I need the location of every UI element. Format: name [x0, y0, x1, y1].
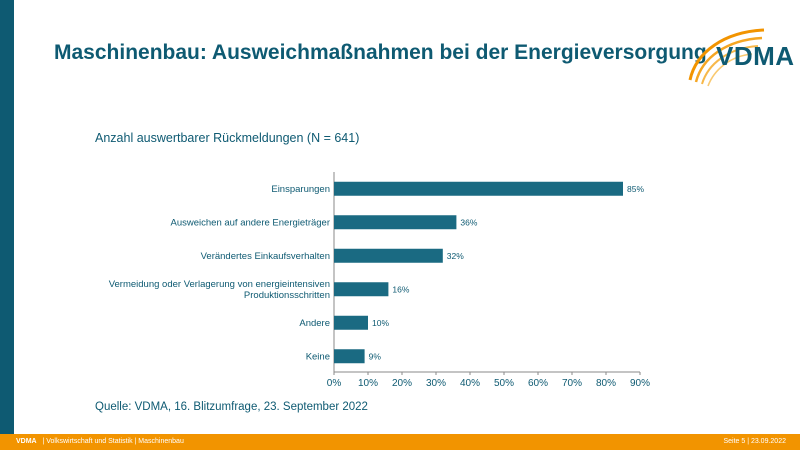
footer-bar: VDMA | Volkswirtschaft und Statistik | M… [0, 434, 800, 450]
category-label-1: Ausweichen auf andere Energieträger [171, 217, 331, 228]
bar-3 [334, 282, 389, 297]
category-label-line: Keine [306, 351, 330, 362]
source-note: Quelle: VDMA, 16. Blitzumfrage, 23. Sept… [95, 401, 368, 413]
footer-left: VDMA | Volkswirtschaft und Statistik | M… [16, 438, 184, 445]
data-label-4: 10% [372, 318, 389, 328]
page-title: Maschinenbau: Ausweichmaßnahmen bei der … [54, 41, 707, 64]
x-tick-label-9: 90% [630, 378, 650, 389]
footer-department: | Volkswirtschaft und Statistik | Maschi… [42, 438, 184, 445]
category-label-line: Einsparungen [271, 184, 330, 195]
category-label-line: Produktionsschritten [244, 290, 330, 301]
x-tick-label-4: 40% [460, 378, 480, 389]
category-label-5: Keine [306, 351, 330, 362]
vdma-logo-text: VDMA [716, 41, 795, 71]
data-label-0: 85% [627, 184, 644, 194]
category-label-4: Andere [299, 318, 330, 329]
data-label-5: 9% [369, 351, 382, 361]
category-label-line: Ausweichen auf andere Energieträger [171, 217, 331, 228]
footer-brand: VDMA [16, 438, 37, 445]
category-label-line: Verändertes Einkaufsverhalten [201, 251, 330, 262]
x-tick-label-7: 70% [562, 378, 582, 389]
category-label-3: Vermeidung oder Verlagerung von energiei… [109, 279, 330, 301]
x-tick-label-0: 0% [327, 378, 342, 389]
bar-1 [334, 215, 457, 230]
bar-4 [334, 315, 368, 330]
x-tick-label-3: 30% [426, 378, 446, 389]
x-tick-label-6: 60% [528, 378, 548, 389]
bar-0 [334, 181, 623, 196]
bar-5 [334, 349, 365, 364]
x-tick-label-5: 50% [494, 378, 514, 389]
data-label-1: 36% [460, 217, 477, 227]
vdma-logo-arcs-icon [688, 28, 765, 87]
data-label-2: 32% [447, 251, 464, 261]
data-label-3: 16% [392, 284, 409, 294]
chart-subtitle: Anzahl auswertbarer Rückmeldungen (N = 6… [95, 131, 360, 145]
left-accent-bar [0, 0, 14, 434]
category-label-line: Vermeidung oder Verlagerung von energiei… [109, 279, 330, 290]
category-label-0: Einsparungen [271, 184, 330, 195]
category-label-line: Andere [299, 318, 330, 329]
bar-2 [334, 248, 443, 263]
category-label-2: Verändertes Einkaufsverhalten [201, 251, 330, 262]
x-tick-label-8: 80% [596, 378, 616, 389]
x-tick-label-2: 20% [392, 378, 412, 389]
footer-page-info: Seite 5 | 23.09.2022 [723, 438, 786, 445]
x-tick-label-1: 10% [358, 378, 378, 389]
